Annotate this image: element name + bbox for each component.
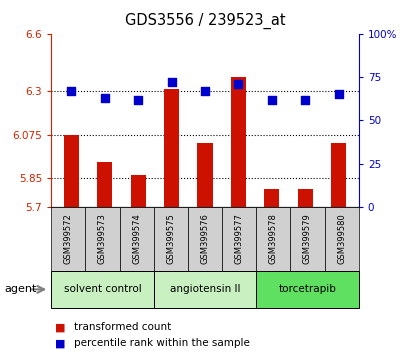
Text: GSM399572: GSM399572 — [64, 213, 73, 264]
Text: ■: ■ — [55, 322, 66, 332]
Text: transformed count: transformed count — [74, 322, 171, 332]
Text: solvent control: solvent control — [63, 284, 141, 295]
Point — [335, 92, 341, 97]
Text: percentile rank within the sample: percentile rank within the sample — [74, 338, 249, 348]
Point — [168, 79, 174, 85]
Point — [301, 97, 308, 102]
Text: agent: agent — [4, 284, 36, 295]
Point — [201, 88, 208, 94]
Bar — [197, 143, 212, 207]
Text: GSM399575: GSM399575 — [166, 213, 175, 264]
Text: GSM399576: GSM399576 — [200, 213, 209, 264]
Text: GSM399574: GSM399574 — [132, 213, 141, 264]
Text: GSM399580: GSM399580 — [336, 213, 345, 264]
Point — [68, 88, 74, 94]
Text: GSM399577: GSM399577 — [234, 213, 243, 264]
Text: GSM399573: GSM399573 — [98, 213, 107, 264]
Point — [101, 95, 108, 101]
Point — [235, 81, 241, 87]
Text: GSM399578: GSM399578 — [268, 213, 277, 264]
Text: GSM399579: GSM399579 — [302, 213, 311, 264]
Text: angiotensin II: angiotensin II — [169, 284, 240, 295]
Text: torcetrapib: torcetrapib — [278, 284, 336, 295]
Bar — [97, 162, 112, 207]
Bar — [297, 189, 312, 207]
Bar — [264, 189, 279, 207]
Bar — [230, 77, 245, 207]
Point — [268, 97, 274, 102]
Text: ■: ■ — [55, 338, 66, 348]
Bar — [330, 143, 345, 207]
Bar — [64, 135, 79, 207]
Text: GDS3556 / 239523_at: GDS3556 / 239523_at — [124, 12, 285, 29]
Bar — [130, 175, 145, 207]
Bar — [164, 88, 179, 207]
Point — [135, 97, 141, 102]
